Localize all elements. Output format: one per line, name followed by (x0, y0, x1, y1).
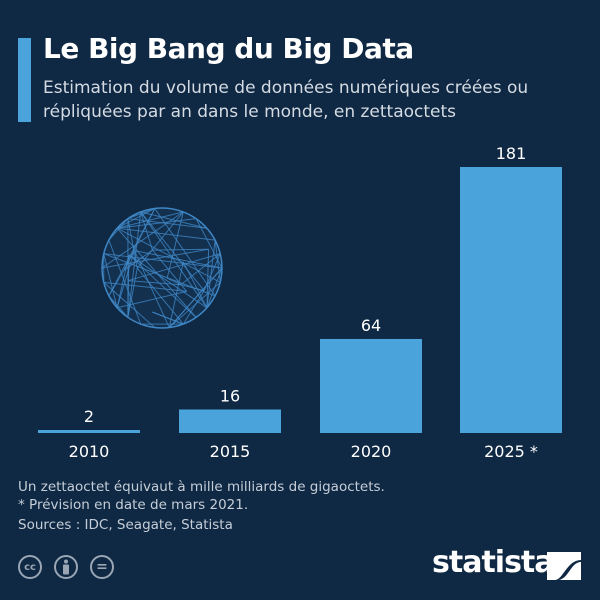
bar-2015 (179, 409, 281, 433)
globe-mesh-line (123, 208, 156, 271)
globe-mesh-line (101, 248, 209, 269)
globe-mesh-line (140, 211, 205, 291)
globe-mesh-line (128, 254, 197, 318)
footnote-forecast: * Prévision en date de mars 2021. (18, 497, 249, 513)
globe-mesh-line (133, 250, 170, 328)
bar-chart: 2 2010 16 2015 64 2020 181 2025 * (38, 144, 562, 461)
chart-title: Le Big Bang du Big Data (43, 32, 414, 65)
x-tick-label: 2015 (210, 442, 251, 461)
x-tick-label: 2010 (69, 442, 110, 461)
globe-illustration (101, 207, 223, 329)
data-label: 181 (496, 144, 527, 163)
globe-mesh-line (127, 218, 207, 229)
globe-mesh-line (128, 254, 208, 309)
chart-subtitle: Estimation du volume de données numériqu… (43, 78, 529, 122)
globe-mesh-line (117, 227, 216, 241)
x-tick-label: 2025 * (484, 442, 538, 461)
globe-mesh-line (127, 253, 221, 282)
globe-mesh-line (127, 211, 141, 220)
x-tick-label: 2020 (351, 442, 392, 461)
data-label: 16 (220, 386, 240, 405)
cc-icon-label: cc (24, 561, 36, 573)
globe-mesh-line (206, 240, 216, 308)
globe-mesh-line (108, 295, 129, 318)
globe-mesh-line (206, 249, 210, 308)
globe-mesh-line (103, 253, 223, 269)
nd-icon-label: = (96, 559, 108, 575)
title-accent-bar (18, 38, 31, 122)
footnote-definition: Un zettaoctet équivaut à mille milliards… (18, 479, 385, 495)
globe-mesh-line (154, 208, 216, 297)
person-glyph (63, 559, 69, 575)
statista-logo[interactable]: statista (432, 545, 555, 580)
globe-mesh-line (134, 250, 223, 269)
globe-mesh-line (103, 253, 118, 308)
globe-mesh-line (136, 267, 184, 325)
globe-mesh-line (116, 211, 184, 229)
globe-mesh-line (108, 218, 129, 241)
statista-logo-mark-icon (547, 552, 581, 580)
by-icon[interactable] (54, 555, 78, 579)
globe-mesh-line (180, 253, 221, 286)
sources: Sources : IDC, Seagate, Statista (18, 517, 233, 533)
globe-mesh-line (140, 211, 208, 309)
globe-mesh-line (152, 248, 209, 251)
globe-mesh-line (214, 240, 221, 283)
globe-mesh-line (103, 281, 156, 328)
globe-mesh-line (116, 250, 135, 308)
data-label: 2 (84, 407, 94, 426)
globe-mesh-line (127, 211, 142, 318)
globe-mesh-line (140, 211, 153, 251)
globe-mesh-line (136, 211, 184, 269)
globe-mesh-line (116, 207, 156, 229)
data-label: 64 (361, 316, 381, 335)
globe-mesh-line (152, 311, 184, 325)
cc-icon[interactable]: cc (18, 555, 42, 579)
bar-2020 (320, 338, 422, 433)
globe-mesh-line (127, 268, 138, 318)
globe-mesh-line (168, 281, 221, 328)
globe-mesh-line (206, 295, 216, 309)
globe-mesh-line (103, 281, 187, 292)
nd-icon[interactable]: = (90, 555, 114, 579)
globe-mesh-line (166, 211, 184, 279)
globe-mesh-line (103, 253, 216, 297)
globe-mesh-line (116, 227, 221, 283)
bar-2025 (460, 167, 562, 433)
globe-mesh-line (166, 277, 182, 286)
globe-mesh-line (117, 218, 197, 229)
globe-mesh-line (168, 267, 223, 328)
bar-2010 (38, 430, 140, 433)
globe-mesh-line (127, 254, 130, 318)
